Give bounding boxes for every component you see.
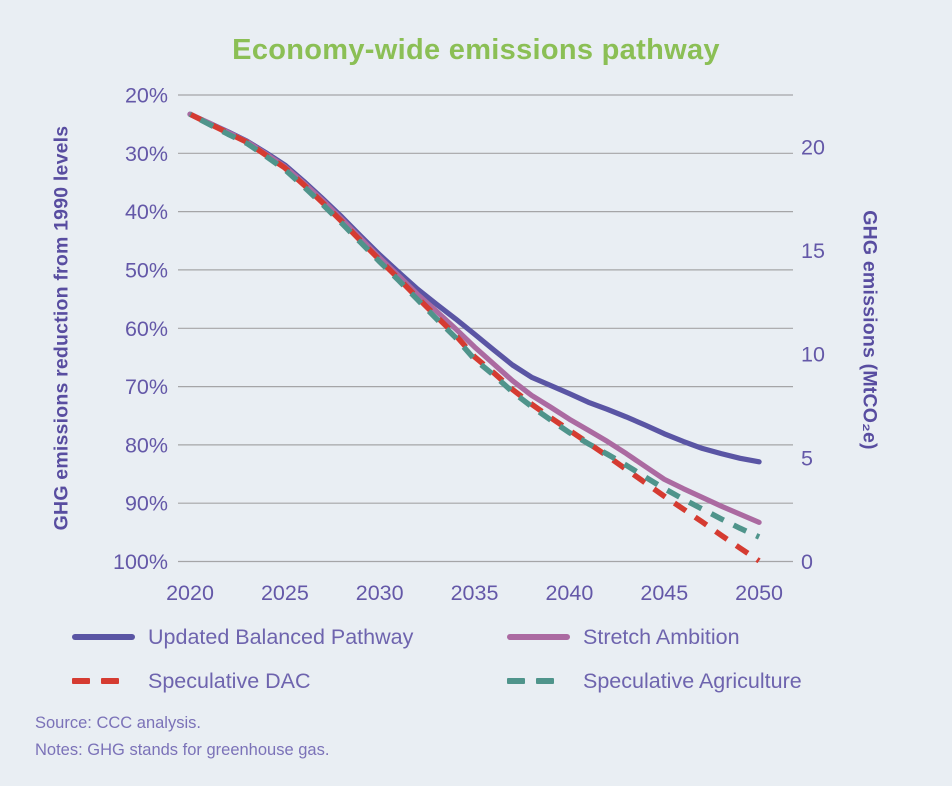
left-axis-tick: 100% (113, 550, 168, 574)
left-axis-tick: 70% (125, 375, 168, 399)
left-axis-tick: 20% (125, 84, 168, 108)
legend-swatch-speculative-agriculture (507, 678, 570, 684)
x-axis-tick: 2040 (545, 581, 593, 605)
legend-label-updated-balanced-pathway: Updated Balanced Pathway (148, 624, 414, 649)
legend-swatch-speculative-dac (72, 678, 135, 684)
left-axis-tick: 50% (125, 258, 168, 282)
legend-item-stretch-ambition: Stretch Ambition (507, 624, 740, 649)
legend-item-updated-balanced-pathway: Updated Balanced Pathway (72, 624, 414, 649)
series-line-updated-balanced-pathway (187, 111, 762, 465)
series-line-speculative-dac (188, 111, 761, 564)
right-axis-tick: 15 (801, 239, 825, 263)
left-axis-tick: 40% (125, 200, 168, 224)
legend-item-speculative-agriculture: Speculative Agriculture (507, 668, 802, 693)
legend-label-stretch-ambition: Stretch Ambition (583, 624, 740, 649)
emissions-line-chart: 20% 30% 40% 50% 60% 70% 80% 90% 100% 20 15 10 5 0 2020… (113, 84, 825, 606)
x-axis-tick: 2025 (261, 581, 309, 605)
left-axis-tick: 60% (125, 317, 168, 341)
left-axis-tick: 30% (125, 142, 168, 166)
footer-notes: Source: CCC analysis. Notes: GHG stands … (35, 710, 329, 764)
right-axis-tick: 0 (801, 550, 813, 574)
x-axis-tick: 2020 (166, 581, 214, 605)
x-axis-tick: 2035 (451, 581, 499, 605)
x-axis-tick: 2050 (735, 581, 783, 605)
x-axis-tick: 2045 (640, 581, 688, 605)
legend-item-speculative-dac: Speculative DAC (72, 668, 311, 693)
source-text: Source: CCC analysis. (35, 714, 201, 732)
series-line-stretch-ambition (187, 111, 762, 526)
legend-label-speculative-dac: Speculative DAC (148, 668, 311, 693)
right-axis-tick: 5 (801, 446, 813, 470)
left-axis-tick: 80% (125, 433, 168, 457)
legend-label-speculative-agriculture: Speculative Agriculture (583, 668, 802, 693)
series-line-speculative-agriculture (188, 111, 761, 540)
x-axis-tick: 2030 (356, 581, 404, 605)
right-axis-tick: 20 (801, 135, 825, 159)
chart-title: Economy-wide emissions pathway (232, 34, 720, 66)
legend-swatch-updated-balanced-pathway (72, 634, 135, 640)
right-axis-tick: 10 (801, 343, 825, 367)
left-axis-tick: 90% (125, 492, 168, 516)
legend-swatch-stretch-ambition (507, 634, 570, 640)
notes-text: Notes: GHG stands for greenhouse gas. (35, 741, 330, 759)
